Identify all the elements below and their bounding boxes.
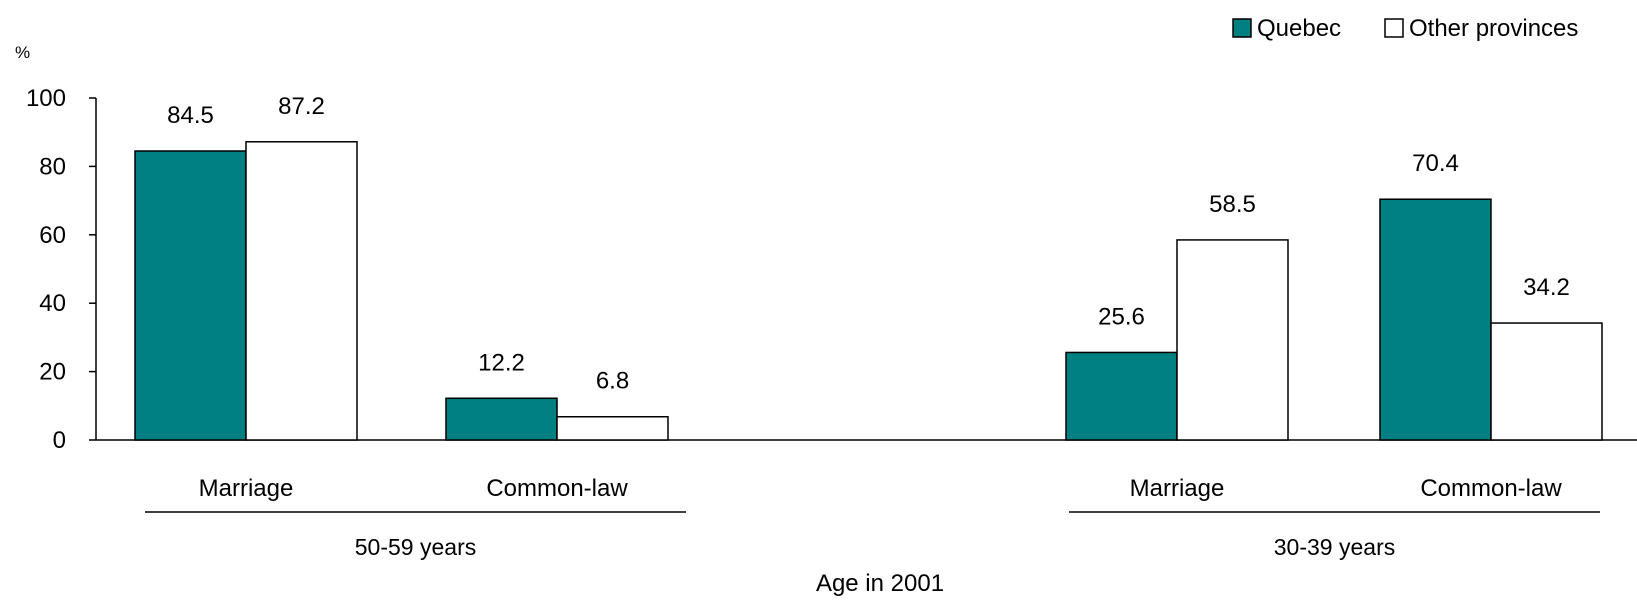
bar-quebec-1 (445, 397, 558, 441)
group-label: 30-39 years (1274, 534, 1395, 560)
legend-swatch-other-provinces (1384, 18, 1404, 38)
data-label: 34.2 (1523, 274, 1570, 301)
category-label: Common-law (486, 475, 628, 502)
category-labels: Marriage Common-law Marriage Common-law (199, 475, 1563, 502)
group-labels: 50-59 years 30-39 years (145, 511, 1600, 560)
value-labels: 84.5 87.2 12.2 6.8 25.6 58.5 70.4 34.2 (167, 93, 1570, 395)
y-unit-label: % (15, 43, 30, 62)
data-label: 84.5 (167, 102, 214, 129)
category-label: Marriage (1130, 475, 1225, 502)
category-label: Marriage (199, 475, 294, 502)
y-tick-label: 40 (39, 290, 66, 317)
legend-label-other-provinces: Other provinces (1409, 15, 1578, 42)
category-label: Common-law (1420, 475, 1562, 502)
bar-other-provinces-2 (1176, 239, 1289, 441)
bar-quebec-0 (134, 150, 247, 441)
group-label: 50-59 years (355, 534, 476, 560)
data-label: 70.4 (1412, 150, 1459, 177)
y-tick-label: 20 (39, 359, 66, 386)
legend: Quebec Other provinces (1232, 15, 1578, 42)
bars (134, 141, 1603, 441)
legend-swatch-quebec (1232, 18, 1252, 38)
legend-label-quebec: Quebec (1257, 15, 1341, 42)
data-label: 58.5 (1209, 191, 1256, 218)
bar-quebec-2 (1065, 351, 1178, 441)
bar-quebec-3 (1379, 198, 1492, 441)
x-axis-title: Age in 2001 (816, 570, 944, 597)
bar-other-provinces-3 (1490, 322, 1603, 441)
bar-other-provinces-1 (556, 415, 669, 441)
y-tick-label: 60 (39, 222, 66, 249)
bar-other-provinces-0 (245, 141, 358, 441)
y-tick-label: 100 (26, 85, 66, 112)
data-label: 12.2 (478, 349, 525, 376)
data-label: 25.6 (1098, 303, 1145, 330)
y-tick-label: 0 (53, 427, 66, 454)
y-tick-label: 80 (39, 153, 66, 180)
data-label: 6.8 (596, 368, 629, 395)
data-label: 87.2 (278, 93, 325, 120)
